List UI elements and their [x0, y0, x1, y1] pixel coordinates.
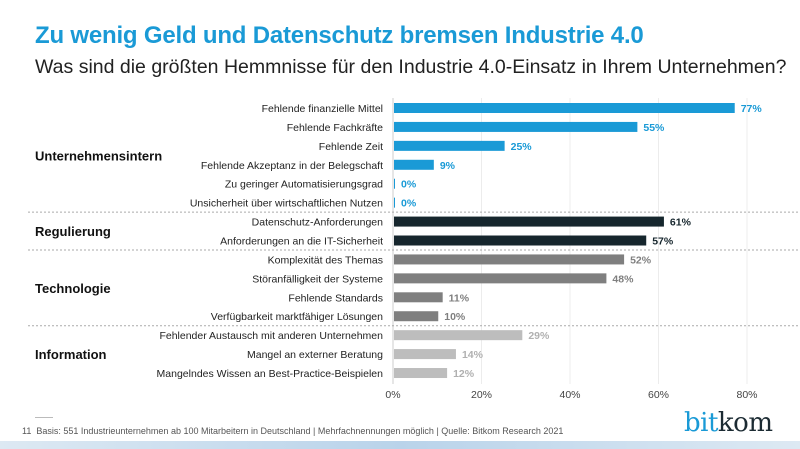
value-label: 77%	[741, 103, 763, 115]
group-label: Regulierung	[35, 224, 111, 239]
category-label: Fehlende Standards	[288, 292, 383, 304]
category-label: Komplexität des Themas	[268, 254, 383, 266]
category-label: Fehlende finanzielle Mittel	[262, 103, 383, 115]
group-label: Information	[35, 347, 107, 362]
value-label: 61%	[670, 217, 692, 229]
x-tick-label: 0%	[385, 389, 400, 401]
bar	[394, 178, 395, 189]
chart-subtitle: Was sind die größten Hemmnisse für den I…	[35, 56, 787, 78]
category-label: Zu geringer Automatisierungsgrad	[225, 179, 383, 191]
category-label: Unsicherheit über wirtschaftlichen Nutze…	[190, 198, 383, 210]
value-label: 57%	[652, 236, 674, 248]
bar	[394, 159, 434, 170]
bar	[394, 311, 439, 322]
value-label: 14%	[462, 349, 484, 361]
bitkom-logo: bitkom	[684, 408, 773, 438]
category-label: Datenschutz-Anforderungen	[252, 217, 383, 229]
x-tick-label: 60%	[648, 389, 669, 401]
value-label: 0%	[401, 179, 417, 191]
value-label: 48%	[612, 273, 634, 285]
bar	[394, 254, 625, 265]
bar	[394, 349, 456, 360]
footer-divider	[35, 417, 53, 418]
bar	[394, 273, 607, 284]
value-label: 29%	[528, 330, 550, 342]
category-label: Fehlender Austausch mit anderen Unterneh…	[159, 330, 383, 342]
category-label: Fehlende Akzeptanz in der Belegschaft	[201, 160, 383, 172]
value-label: 12%	[453, 368, 475, 380]
category-label: Fehlende Fachkräfte	[287, 122, 383, 134]
bar	[394, 292, 443, 303]
page-number: 11	[22, 426, 32, 436]
source-note: Basis: 551 Industrieunternehmen ab 100 M…	[36, 426, 564, 436]
category-label: Störanfälligkeit der Systeme	[252, 273, 383, 285]
bar	[394, 140, 505, 151]
value-label: 55%	[643, 122, 665, 134]
value-label: 10%	[444, 311, 466, 323]
group-label: Unternehmensintern	[35, 148, 162, 163]
bar	[394, 235, 647, 246]
bar	[394, 216, 664, 227]
category-label: Fehlende Zeit	[319, 141, 383, 153]
x-tick-label: 20%	[471, 389, 492, 401]
value-label: 25%	[511, 141, 533, 153]
bottom-strip	[0, 441, 800, 449]
bar	[394, 330, 523, 341]
group-label: Technologie	[35, 281, 111, 296]
chart-title: Zu wenig Geld und Datenschutz bremsen In…	[35, 22, 644, 49]
category-label: Anforderungen an die IT-Sicherheit	[220, 236, 383, 248]
bar	[394, 121, 638, 132]
value-label: 9%	[440, 160, 456, 172]
bar	[394, 197, 395, 208]
category-label: Mangelndes Wissen an Best-Practice-Beisp…	[157, 368, 384, 380]
value-label: 11%	[449, 292, 470, 304]
category-label: Verfügbarkeit marktfähiger Lösungen	[211, 311, 383, 323]
bar	[394, 368, 448, 379]
bar	[394, 103, 735, 113]
footer: 11 Basis: 551 Industrieunternehmen ab 10…	[22, 426, 563, 436]
x-tick-label: 80%	[736, 389, 757, 401]
value-label: 52%	[630, 254, 652, 266]
category-label: Mangel an externer Beratung	[247, 349, 383, 361]
x-tick-label: 40%	[559, 389, 580, 401]
value-label: 0%	[401, 198, 417, 210]
